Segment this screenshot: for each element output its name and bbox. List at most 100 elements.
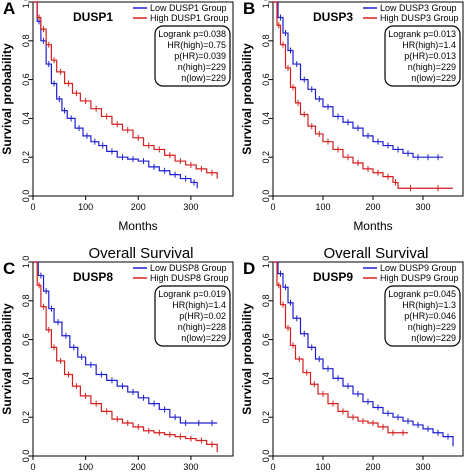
plot-frame bbox=[272, 261, 464, 457]
stats-box bbox=[154, 285, 231, 347]
chart-title: Overall Survival bbox=[323, 245, 428, 262]
stats-line: Logrank p=0.045 bbox=[388, 289, 456, 299]
panel-a: Overall Survival A 0.0 0.2 0.4 0.6 0.8 1.0 0 100 2… bbox=[0, 0, 234, 233]
x-tick-label: 0 bbox=[270, 202, 275, 212]
panel-b: Overall Survival B 0.0 0.2 0.4 0.6 0.8 1.0 0 100 2… bbox=[240, 0, 464, 233]
survival-curve-high bbox=[273, 261, 408, 434]
stats-line: Logrank p=0.019 bbox=[158, 289, 226, 299]
survival-curve-high bbox=[33, 261, 218, 453]
y-tick-label: 0.2 bbox=[261, 151, 271, 164]
x-tick-label: 300 bbox=[415, 462, 430, 472]
y-tick-label: 0.0 bbox=[21, 190, 31, 203]
legend-entry: High DUSP3 Group bbox=[380, 13, 459, 23]
panel-label: D bbox=[243, 259, 255, 278]
gene-label: DUSP9 bbox=[313, 270, 353, 284]
chart-title: Overall Survival bbox=[88, 245, 193, 262]
stats-line: n(low)=229 bbox=[411, 333, 456, 343]
chart-title: Overall Survival bbox=[88, 0, 193, 2]
y-tick-label: 0.0 bbox=[261, 190, 271, 203]
x-tick-label: 300 bbox=[183, 462, 198, 472]
plot-frame bbox=[32, 261, 234, 457]
survival-curve-low bbox=[273, 261, 454, 447]
x-tick-label: 200 bbox=[131, 202, 146, 212]
y-tick-label: 0.8 bbox=[261, 35, 271, 48]
stats-line: n(high)=229 bbox=[408, 322, 456, 332]
y-tick-label: 0.4 bbox=[21, 372, 31, 385]
x-tick-label: 100 bbox=[78, 462, 93, 472]
x-tick-label: 300 bbox=[415, 202, 430, 212]
x-axis-label: Months bbox=[118, 219, 157, 233]
y-tick-label: 1.0 bbox=[21, 0, 31, 8]
y-tick-label: 0.0 bbox=[261, 450, 271, 463]
stats-line: p(HR)=0.02 bbox=[179, 311, 226, 321]
survival-curve-high bbox=[273, 1, 453, 189]
y-tick-label: 0.4 bbox=[21, 112, 31, 125]
panel-d: Overall Survival D 0.0 0.2 0.4 0.6 0.8 1.0 0 100 2… bbox=[240, 245, 464, 472]
panel-label: B bbox=[243, 0, 255, 18]
x-tick-label: 0 bbox=[270, 462, 275, 472]
y-axis-label: Survival probability bbox=[240, 303, 254, 415]
survival-curve-low bbox=[33, 1, 198, 189]
y-tick-label: 0.2 bbox=[21, 151, 31, 164]
chart-title: Overall Survival bbox=[323, 0, 428, 2]
x-axis-label: Months bbox=[353, 219, 392, 233]
x-tick-label: 200 bbox=[365, 202, 380, 212]
stats-line: p(HR)=0.013 bbox=[404, 51, 456, 61]
y-tick-label: 0.6 bbox=[21, 73, 31, 86]
plot-frame bbox=[272, 1, 464, 197]
stats-line: n(high)=229 bbox=[178, 62, 226, 72]
y-axis-label: Survival probability bbox=[0, 43, 14, 155]
y-tick-label: 0.6 bbox=[21, 333, 31, 346]
stats-line: n(low)=229 bbox=[411, 73, 456, 83]
legend-entry: Low DUSP9 Group bbox=[380, 263, 457, 273]
y-tick-label: 0.6 bbox=[261, 333, 271, 346]
stats-box bbox=[384, 25, 461, 87]
stats-line: HR(high)=1.3 bbox=[402, 300, 456, 310]
y-axis-label: Survival probability bbox=[0, 303, 14, 415]
stats-line: n(high)=229 bbox=[408, 62, 456, 72]
y-tick-label: 1.0 bbox=[21, 256, 31, 269]
y-tick-label: 0.6 bbox=[261, 73, 271, 86]
y-tick-label: 0.2 bbox=[21, 411, 31, 424]
stats-line: n(low)=229 bbox=[181, 333, 226, 343]
y-tick-label: 0.8 bbox=[21, 35, 31, 48]
plot-frame bbox=[32, 1, 234, 197]
y-tick-label: 1.0 bbox=[261, 256, 271, 269]
legend-entry: High DUSP1 Group bbox=[150, 13, 229, 23]
y-tick-label: 0.0 bbox=[21, 450, 31, 463]
y-tick-label: 0.8 bbox=[21, 295, 31, 308]
x-tick-label: 0 bbox=[30, 462, 35, 472]
gene-label: DUSP8 bbox=[73, 270, 113, 284]
legend-entry: High DUSP8 Group bbox=[150, 273, 229, 283]
x-tick-label: 100 bbox=[78, 202, 93, 212]
legend-entry: High DUSP9 Group bbox=[380, 273, 459, 283]
y-tick-label: 0.8 bbox=[261, 295, 271, 308]
survival-curve-high bbox=[33, 1, 218, 179]
x-tick-label: 100 bbox=[315, 202, 330, 212]
stats-line: HR(high)=1.4 bbox=[172, 300, 226, 310]
y-tick-label: 1.0 bbox=[261, 0, 271, 8]
stats-line: HR(high)=0.75 bbox=[167, 40, 226, 50]
legend-entry: Low DUSP3 Group bbox=[380, 3, 457, 13]
y-axis-label: Survival probability bbox=[240, 43, 254, 155]
stats-box bbox=[154, 25, 231, 87]
x-tick-label: 200 bbox=[131, 462, 146, 472]
stats-line: HR(high)=1.4 bbox=[402, 40, 456, 50]
panel-label: C bbox=[3, 259, 15, 278]
x-tick-label: 300 bbox=[183, 202, 198, 212]
panel-label: A bbox=[3, 0, 15, 18]
y-tick-label: 0.4 bbox=[261, 372, 271, 385]
legend-entry: Low DUSP1 Group bbox=[150, 3, 227, 13]
legend-entry: Low DUSP8 Group bbox=[150, 263, 227, 273]
x-tick-label: 0 bbox=[30, 202, 35, 212]
stats-box bbox=[384, 285, 461, 347]
stats-line: Logrank p=0.013 bbox=[388, 29, 456, 39]
x-tick-label: 200 bbox=[365, 462, 380, 472]
y-tick-label: 0.2 bbox=[261, 411, 271, 424]
y-tick-label: 0.4 bbox=[261, 112, 271, 125]
stats-line: p(HR)=0.046 bbox=[404, 311, 456, 321]
stats-line: n(high)=228 bbox=[178, 322, 226, 332]
gene-label: DUSP3 bbox=[313, 10, 353, 24]
stats-line: p(HR)=0.039 bbox=[174, 51, 226, 61]
